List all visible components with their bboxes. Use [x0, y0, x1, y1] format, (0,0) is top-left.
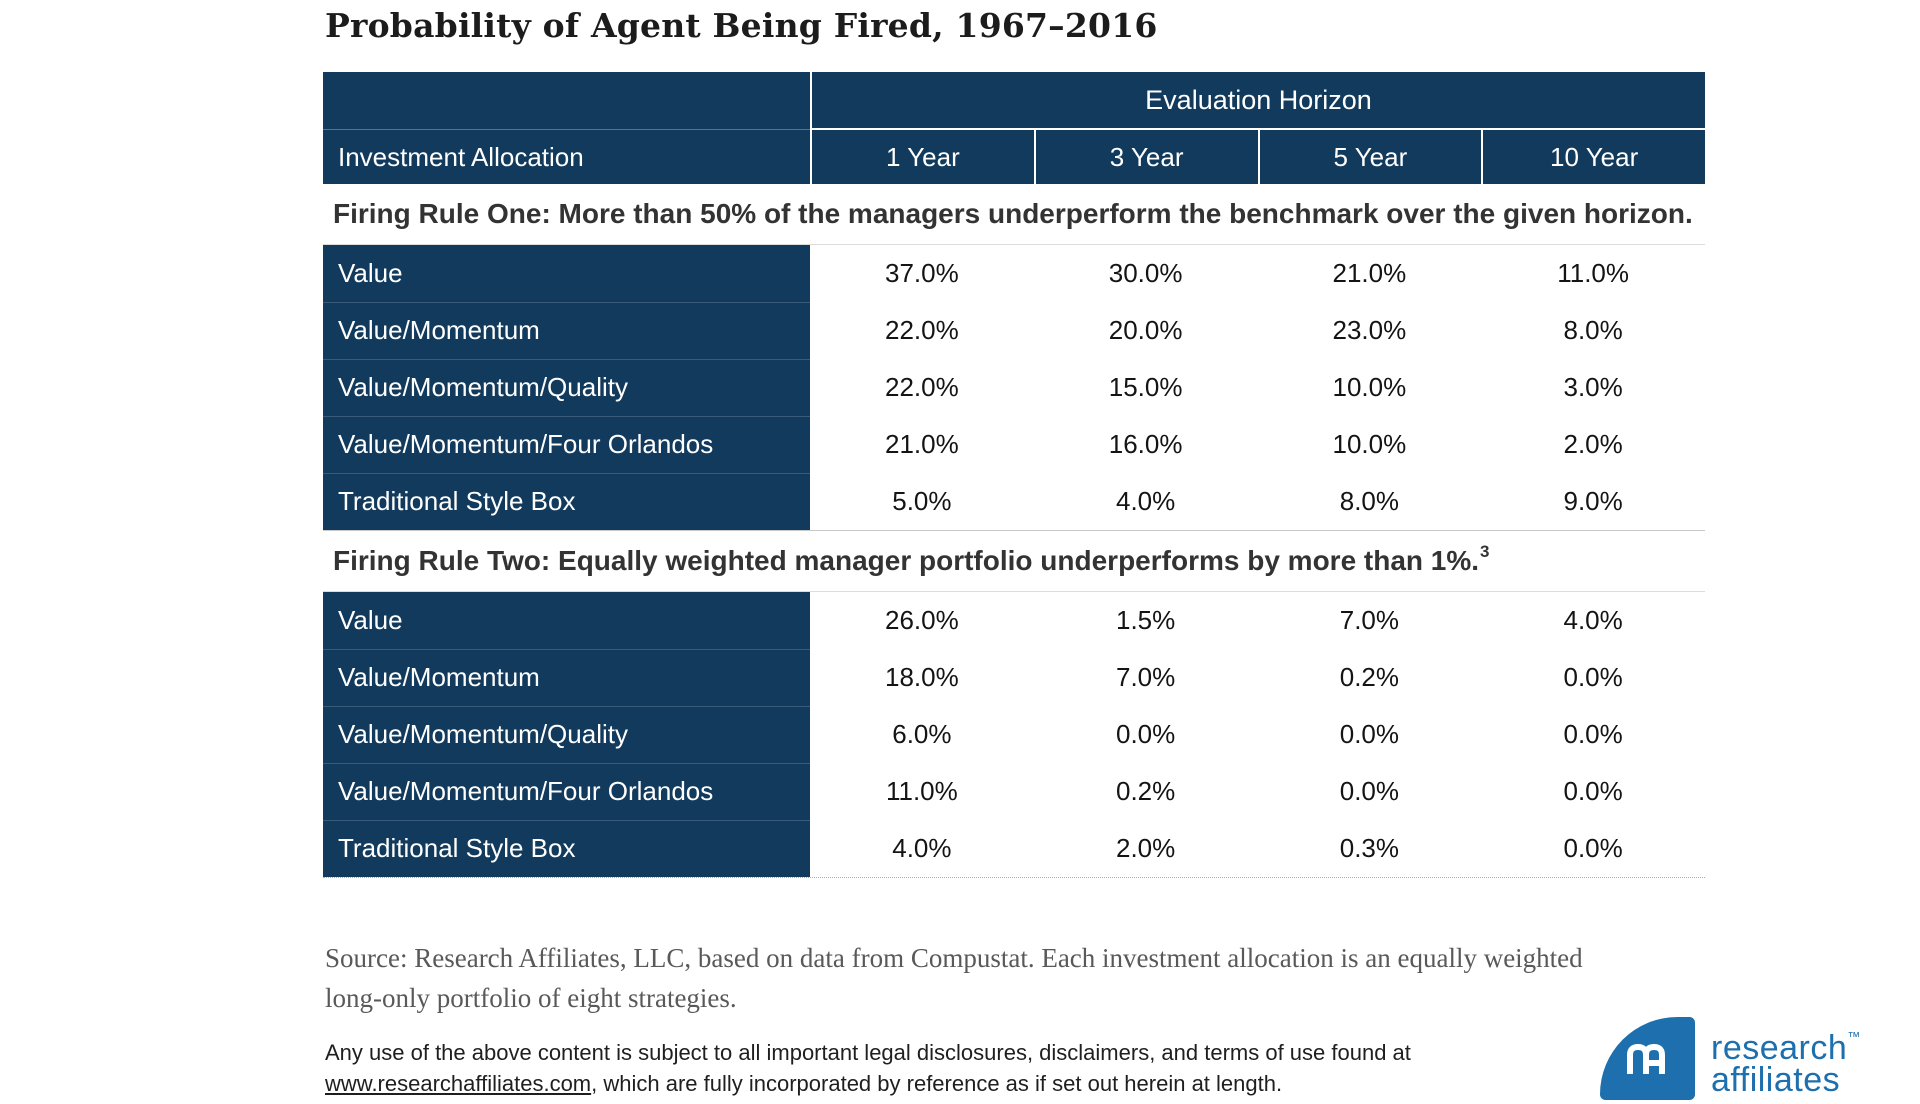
header-corner-cell	[323, 72, 810, 130]
value-cell: 0.0%	[1481, 763, 1705, 820]
value-cell: 2.0%	[1033, 820, 1258, 877]
row-label: Value/Momentum/Four Orlandos	[323, 416, 810, 473]
value-cell: 22.0%	[810, 359, 1034, 416]
table-row: Value/Momentum/Quality 22.0% 15.0% 10.0% 3.0…	[323, 359, 1705, 416]
row-label: Traditional Style Box	[323, 820, 810, 877]
value-cell: 0.0%	[1257, 763, 1482, 820]
value-cell: 1.5%	[1033, 592, 1258, 649]
table-row: Value/Momentum/Four Orlandos 11.0% 0.2% 0.0…	[323, 763, 1705, 820]
value-cell: 7.0%	[1033, 649, 1258, 706]
legal-text-after-link: , which are fully incorporated by refere…	[591, 1071, 1283, 1096]
value-cell: 2.0%	[1481, 416, 1705, 473]
row-label: Value/Momentum/Quality	[323, 359, 810, 416]
value-cell: 11.0%	[1481, 245, 1705, 302]
ra-monogram-icon	[1600, 1017, 1695, 1100]
value-cell: 3.0%	[1481, 359, 1705, 416]
value-cell: 16.0%	[1033, 416, 1258, 473]
firing-rule-heading-text: Firing Rule Two: Equally weighted manage…	[333, 545, 1480, 576]
value-cell: 4.0%	[1481, 592, 1705, 649]
column-header-2: 3 Year	[1033, 130, 1258, 184]
table-row: Value 26.0% 1.5% 7.0% 4.0%	[323, 592, 1705, 649]
trademark-symbol: ™	[1847, 1029, 1861, 1044]
column-header-3: 5 Year	[1257, 130, 1482, 184]
value-cell: 0.2%	[1033, 763, 1258, 820]
firing-rule-section-2: Value 26.0% 1.5% 7.0% 4.0% Value/Momentum 18.0…	[323, 591, 1705, 878]
value-cell: 11.0%	[810, 763, 1034, 820]
logo-line2: affiliates	[1711, 1061, 1841, 1099]
value-cell: 8.0%	[1481, 302, 1705, 359]
research-affiliates-link[interactable]: www.researchaffiliates.com	[325, 1071, 592, 1096]
firing-rule-heading-2: Firing Rule Two: Equally weighted manage…	[323, 531, 1705, 591]
value-cell: 0.2%	[1257, 649, 1482, 706]
value-cell: 18.0%	[810, 649, 1034, 706]
value-cell: 0.0%	[1481, 649, 1705, 706]
column-header-4: 10 Year	[1481, 130, 1705, 184]
table-row: Value 37.0% 30.0% 21.0% 11.0%	[323, 245, 1705, 302]
legal-note: Any use of the above content is subject …	[325, 1037, 1495, 1099]
value-cell: 9.0%	[1481, 473, 1705, 530]
table-header-columns-row: Investment Allocation 1 Year 3 Year 5 Year…	[323, 130, 1705, 184]
table-row: Value/Momentum 22.0% 20.0% 23.0% 8.0%	[323, 302, 1705, 359]
value-cell: 23.0%	[1257, 302, 1482, 359]
value-cell: 26.0%	[810, 592, 1034, 649]
row-label: Value/Momentum/Four Orlandos	[323, 763, 810, 820]
value-cell: 30.0%	[1033, 245, 1258, 302]
value-cell: 0.3%	[1257, 820, 1482, 877]
table-row: Value/Momentum/Quality 6.0% 0.0% 0.0% 0.0%	[323, 706, 1705, 763]
source-note: Source: Research Affiliates, LLC, based …	[325, 943, 1583, 1013]
logo-line1: research	[1711, 1029, 1848, 1067]
probability-table: Evaluation Horizon Investment Allocation…	[323, 72, 1705, 878]
value-cell: 0.0%	[1481, 820, 1705, 877]
firing-rule-section-1: Value 37.0% 30.0% 21.0% 11.0% Value/Momentum 2…	[323, 244, 1705, 531]
row-label: Value	[323, 592, 810, 649]
legal-text-before-link: Any use of the above content is subject …	[325, 1040, 1411, 1065]
table-row: Value/Momentum/Four Orlandos 21.0% 16.0% 10…	[323, 416, 1705, 473]
table-row: Value/Momentum 18.0% 7.0% 0.2% 0.0%	[323, 649, 1705, 706]
value-cell: 0.0%	[1033, 706, 1258, 763]
value-cell: 4.0%	[1033, 473, 1258, 530]
row-label: Traditional Style Box	[323, 473, 810, 530]
value-cell: 7.0%	[1257, 592, 1482, 649]
row-label: Value/Momentum	[323, 302, 810, 359]
value-cell: 22.0%	[810, 302, 1034, 359]
firing-rule-heading-text: Firing Rule One: More than 50% of the ma…	[333, 198, 1693, 229]
value-cell: 5.0%	[810, 473, 1034, 530]
row-label: Value/Momentum/Quality	[323, 706, 810, 763]
value-cell: 6.0%	[810, 706, 1034, 763]
value-cell: 15.0%	[1033, 359, 1258, 416]
row-label: Value/Momentum	[323, 649, 810, 706]
value-cell: 10.0%	[1257, 416, 1482, 473]
value-cell: 20.0%	[1033, 302, 1258, 359]
value-cell: 21.0%	[810, 416, 1034, 473]
investment-allocation-header: Investment Allocation	[338, 141, 584, 172]
value-cell: 0.0%	[1257, 706, 1482, 763]
column-header-1: 1 Year	[810, 130, 1034, 184]
table-row: Traditional Style Box 5.0% 4.0% 8.0% 9.0%	[323, 473, 1705, 530]
firing-rule-heading-1: Firing Rule One: More than 50% of the ma…	[323, 184, 1705, 244]
evaluation-horizon-header: Evaluation Horizon	[810, 72, 1705, 130]
value-cell: 21.0%	[1257, 245, 1482, 302]
table-header-group-row: Evaluation Horizon	[323, 72, 1705, 130]
value-cell: 8.0%	[1257, 473, 1482, 530]
table-row: Traditional Style Box 4.0% 2.0% 0.3% 0.0%	[323, 820, 1705, 877]
research-affiliates-logo: research™ affiliates	[1600, 1017, 1860, 1100]
page-title: Probability of Agent Being Fired, 1967–2…	[325, 6, 1158, 45]
value-cell: 10.0%	[1257, 359, 1482, 416]
value-cell: 37.0%	[810, 245, 1034, 302]
value-cell: 0.0%	[1481, 706, 1705, 763]
table-sections: Firing Rule One: More than 50% of the ma…	[323, 184, 1705, 878]
logo-wordmark: research™ affiliates	[1711, 1021, 1861, 1099]
value-cell: 4.0%	[810, 820, 1034, 877]
row-label: Value	[323, 245, 810, 302]
